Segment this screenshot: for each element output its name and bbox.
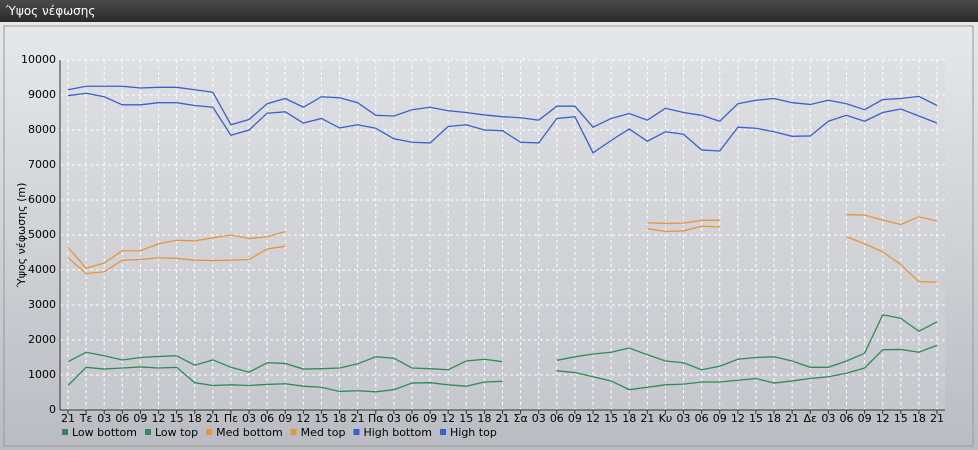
x-tick-label: 09: [568, 412, 582, 425]
x-tick-label: 12: [441, 412, 455, 425]
series-line: [67, 225, 938, 283]
y-tick-label: 0: [49, 403, 56, 416]
x-tick-label: Σα: [514, 412, 528, 425]
panel: [3, 25, 974, 447]
y-tick-label: 5000: [28, 228, 56, 241]
x-tick-label: 18: [767, 412, 781, 425]
x-tick-label: Τε: [79, 412, 93, 425]
x-tick-label: 15: [314, 412, 328, 425]
x-tick-label: 06: [260, 412, 274, 425]
x-tick-label: 03: [242, 412, 256, 425]
x-tick-label: 06: [695, 412, 709, 425]
x-tick-label: 06: [550, 412, 564, 425]
x-tick-label: 12: [152, 412, 166, 425]
x-tick-label: Πε: [224, 412, 238, 425]
y-tick-label: 4000: [28, 263, 56, 276]
y-tick-label: 8000: [28, 123, 56, 136]
x-tick-label: 03: [532, 412, 546, 425]
x-tick-label: 21: [496, 412, 510, 425]
legend-swatch: [144, 429, 151, 435]
x-tick-label: 09: [858, 412, 872, 425]
x-tick-label: 21: [351, 412, 365, 425]
x-tick-label: Πα: [368, 412, 384, 425]
x-tick-label: 03: [677, 412, 691, 425]
y-tick-label: 1000: [28, 368, 56, 381]
y-tick-label: 10000: [21, 53, 56, 66]
x-tick-label: 21: [930, 412, 944, 425]
legend-swatch: [62, 429, 68, 435]
x-tick-label: 15: [894, 412, 908, 425]
y-tick-label: 6000: [28, 193, 56, 206]
x-tick-label: 18: [477, 412, 491, 425]
x-tick-label: 21: [206, 412, 220, 425]
x-tick-label: 03: [821, 412, 835, 425]
x-tick-label: 09: [713, 412, 727, 425]
x-tick-label: 12: [731, 412, 745, 425]
legend-label: Low bottom: [72, 426, 137, 439]
x-tick-label: 09: [133, 412, 147, 425]
x-tick-label: 15: [459, 412, 473, 425]
x-tick-label: 12: [586, 412, 600, 425]
x-tick-label: 18: [333, 412, 347, 425]
legend-swatch: [440, 429, 446, 435]
legend-swatch: [353, 429, 360, 435]
x-tick-label: 15: [170, 412, 184, 425]
legend-label: Med bottom: [216, 426, 283, 439]
legend-label: Med top: [301, 426, 346, 439]
series-line: [67, 85, 938, 129]
x-tick-label: 03: [97, 412, 111, 425]
legend-label: Low top: [155, 426, 198, 439]
x-tick-label: 21: [785, 412, 799, 425]
x-tick-label: 18: [188, 412, 202, 425]
x-tick-label: Δε: [804, 412, 818, 425]
x-tick-label: 21: [61, 412, 75, 425]
x-tick-label: 09: [278, 412, 292, 425]
legend-swatch: [206, 429, 213, 435]
x-tick-label: 12: [296, 412, 310, 425]
x-tick-label: 12: [876, 412, 890, 425]
title-bar: Ύψος νέφωσης: [0, 0, 978, 22]
y-tick-label: 2000: [28, 333, 56, 346]
y-axis-label: Ύψος νέφωσης (m): [15, 183, 28, 289]
y-tick-label: 9000: [28, 88, 56, 101]
x-tick-label: 21: [640, 412, 654, 425]
series-line: [67, 314, 938, 373]
legend-label: High top: [450, 426, 497, 439]
x-tick-label: 18: [622, 412, 636, 425]
x-tick-label: 15: [604, 412, 618, 425]
series-line: [67, 92, 938, 154]
x-tick-label: Κυ: [659, 412, 673, 425]
series-line: [67, 214, 938, 269]
legend-label: High bottom: [363, 426, 432, 439]
x-tick-label: 06: [839, 412, 853, 425]
legend-swatch: [290, 429, 297, 435]
x-tick-label: 09: [423, 412, 437, 425]
x-tick-label: 15: [749, 412, 763, 425]
x-tick-label: 06: [115, 412, 129, 425]
y-tick-label: 3000: [28, 298, 56, 311]
y-tick-label: 7000: [28, 158, 56, 171]
x-tick-label: 06: [405, 412, 419, 425]
x-tick-label: 18: [912, 412, 926, 425]
series-line: [67, 344, 938, 393]
x-tick-label: 03: [387, 412, 401, 425]
